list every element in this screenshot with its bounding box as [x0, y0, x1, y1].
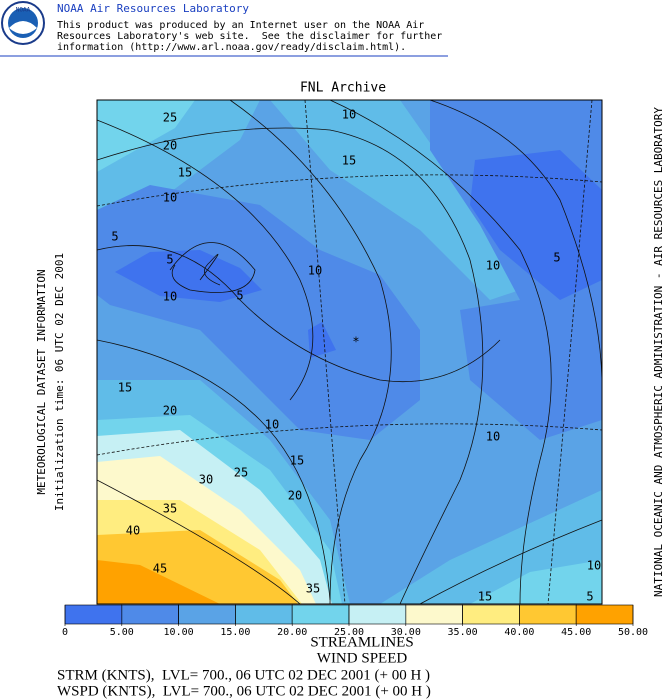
logo-text: NOAA [16, 7, 31, 14]
colorbar-swatch [121, 604, 179, 625]
colorbar-tick-label: 50.00 [618, 627, 648, 638]
contour-label: 10 [587, 559, 601, 573]
colorbar: 0 5.00 10.00 15.00 20.00 25.00 30.00 35.00 40.00… [62, 604, 648, 638]
footer-line: STRM (KNTS), LVL= 700., 06 UTC 02 DEC 20… [57, 667, 430, 683]
colorbar-swatch [519, 604, 577, 625]
contour-label: 10 [342, 108, 356, 122]
colorbar-tick-label: 35.00 [448, 627, 478, 638]
contour-label: 10 [163, 191, 177, 205]
contour-label: 20 [163, 404, 177, 418]
colorbar-swatch [462, 604, 520, 625]
contour-label: 5 [236, 289, 243, 303]
colorbar-swatch [575, 604, 634, 625]
colorbar-tick-label: 25.00 [334, 627, 364, 638]
header-title: NOAA Air Resources Laboratory [57, 2, 249, 15]
colorbar-swatch [291, 604, 350, 625]
map-title: FNL Archive [300, 81, 386, 96]
contour-label: 40 [126, 524, 140, 538]
contour-label: 25 [234, 466, 248, 480]
contour-label: 20 [163, 139, 177, 153]
colorbar-swatch [405, 604, 463, 625]
contour-label: 15 [118, 381, 132, 395]
side-label: NATIONAL OCEANIC AND ATMOSPHERIC ADMINIS… [652, 107, 663, 597]
contour-label: 30 [199, 473, 213, 487]
contour-label: 5 [166, 253, 173, 267]
side-label: METEOROLOGICAL DATASET INFORMATION [35, 269, 48, 494]
contour-label: 10 [265, 418, 279, 432]
contour-label: 20 [288, 489, 302, 503]
colorbar-tick-label: 0 [62, 627, 68, 638]
contour-label: 15 [342, 154, 356, 168]
colorbar-swatch [178, 604, 236, 625]
colorbar-swatch [64, 604, 123, 625]
contour-label: 25 [163, 111, 177, 125]
colorbar-tick-label: 30.00 [391, 627, 421, 638]
contour-label: 10 [486, 259, 500, 273]
footer-line: STREAMLINES [310, 634, 413, 650]
contour-label: 5 [586, 590, 593, 604]
colorbar-tick-label: 5.00 [110, 627, 134, 638]
contour-label: 10 [163, 290, 177, 304]
contour-label: 35 [163, 502, 177, 516]
contour-label: 15 [290, 454, 304, 468]
colorbar-tick-label: 10.00 [164, 627, 194, 638]
side-label: Initialization time: 06 UTC 02 DEC 2001 [53, 253, 66, 511]
colorbar-tick-label: 40.00 [504, 627, 534, 638]
colorbar-tick-label: 45.00 [561, 627, 591, 638]
contour-label: 15 [478, 590, 492, 604]
footer-line: WSPD (KNTS), LVL= 700., 06 UTC 02 DEC 20… [57, 683, 431, 699]
contour-label: 15 [178, 166, 192, 180]
disclaimer-line: Resources Laboratory's web site. See the… [57, 31, 442, 42]
colorbar-tick-label: 20.00 [277, 627, 307, 638]
contour-label: 10 [486, 430, 500, 444]
footer-line: WIND SPEED [317, 650, 408, 666]
contour-label: 10 [308, 264, 322, 278]
colorbar-swatch [348, 604, 407, 625]
disclaimer-line: information (http://www.arl.noaa.gov/rea… [57, 42, 406, 53]
disclaimer-line: This product was produced by an Internet… [57, 20, 424, 31]
contour-label: 5 [111, 230, 118, 244]
contour-label: 45 [153, 562, 167, 576]
colorbar-tick-label: 15.00 [220, 627, 250, 638]
source-marker: * [352, 335, 359, 349]
contour-label: 5 [553, 251, 560, 265]
colorbar-swatch [235, 604, 293, 625]
logo: NOAA [1, 1, 45, 45]
contour-label: 35 [306, 582, 320, 596]
